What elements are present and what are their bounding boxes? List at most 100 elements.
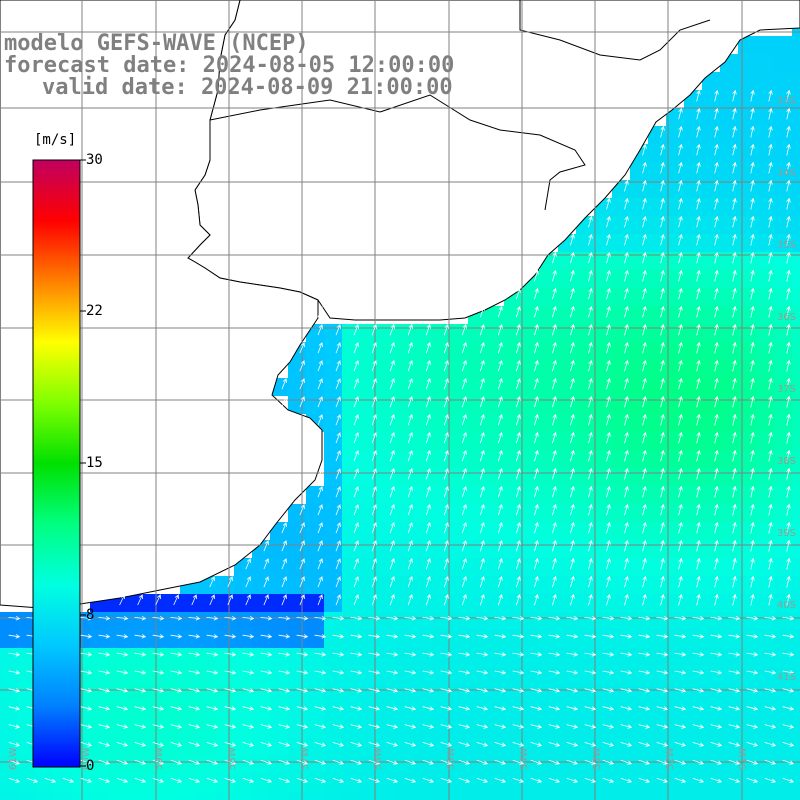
wind-arrow xyxy=(317,576,323,588)
wind-cell xyxy=(666,414,684,432)
wind-arrow xyxy=(588,251,593,264)
wind-arrow xyxy=(570,413,575,426)
wind-cell xyxy=(486,666,504,684)
wind-arrow xyxy=(134,742,147,747)
wind-cell xyxy=(756,216,774,234)
wind-arrow xyxy=(714,89,719,102)
wind-arrow xyxy=(786,161,791,174)
wind-arrow xyxy=(497,378,503,390)
wind-arrow xyxy=(461,414,467,426)
wind-arrow xyxy=(588,557,593,570)
wind-arrow xyxy=(606,269,611,282)
wind-cell xyxy=(720,270,738,288)
wind-arrow xyxy=(476,634,489,639)
wind-cell xyxy=(666,144,684,162)
wind-arrow xyxy=(696,179,701,192)
wind-cell xyxy=(324,342,342,360)
wind-cell xyxy=(792,468,800,486)
wind-cell xyxy=(18,720,36,738)
wind-arrow xyxy=(764,688,777,693)
wind-cell xyxy=(612,756,630,774)
wind-arrow xyxy=(750,539,755,552)
wind-cell xyxy=(540,648,558,666)
wind-arrow xyxy=(714,575,719,588)
wind-cell xyxy=(468,684,486,702)
wind-arrow xyxy=(8,724,21,729)
wind-cell xyxy=(702,630,720,648)
wind-cell xyxy=(666,468,684,486)
wind-cell xyxy=(144,702,162,720)
wind-arrow xyxy=(678,521,683,534)
wind-cell xyxy=(594,450,612,468)
wind-cell xyxy=(378,450,396,468)
wind-cell xyxy=(486,342,504,360)
wind-cell xyxy=(576,648,594,666)
wind-arrow xyxy=(678,449,683,462)
wind-cell xyxy=(324,792,342,800)
wind-cell xyxy=(450,594,468,612)
wind-arrow xyxy=(624,575,629,588)
wind-arrow xyxy=(386,670,399,675)
wind-arrow xyxy=(534,395,539,408)
wind-cell xyxy=(288,792,306,800)
wind-cell xyxy=(666,684,684,702)
wind-arrow xyxy=(660,269,665,282)
wind-arrow xyxy=(245,576,251,588)
wind-arrow xyxy=(624,395,629,408)
wind-cell xyxy=(396,612,414,630)
wind-arrow xyxy=(512,688,525,693)
wind-arrow xyxy=(602,742,615,747)
wind-arrow xyxy=(660,233,665,246)
wind-cell xyxy=(720,468,738,486)
wind-arrow xyxy=(588,449,593,462)
wind-arrow xyxy=(606,485,611,498)
wind-cell xyxy=(252,702,270,720)
wind-cell xyxy=(540,666,558,684)
wind-arrow xyxy=(116,724,129,729)
wind-cell xyxy=(522,342,540,360)
wind-cell xyxy=(108,792,126,800)
wind-arrow xyxy=(425,486,431,498)
wind-cell xyxy=(648,468,666,486)
wind-arrow xyxy=(678,251,683,264)
wind-cell xyxy=(360,450,378,468)
wind-cell xyxy=(540,450,558,468)
wind-arrow xyxy=(188,615,201,621)
wind-cell xyxy=(684,522,702,540)
wind-cell xyxy=(612,630,630,648)
wind-cell xyxy=(450,486,468,504)
wind-arrow xyxy=(678,107,683,120)
wind-cell xyxy=(324,360,342,378)
wind-cell xyxy=(450,432,468,450)
wind-arrow xyxy=(296,724,309,729)
wind-cell xyxy=(324,648,342,666)
wind-arrow xyxy=(588,269,593,282)
wind-arrow xyxy=(642,179,647,192)
wind-arrow xyxy=(588,377,593,390)
wind-cell xyxy=(522,306,540,324)
wind-cell xyxy=(720,72,738,90)
wind-cell xyxy=(756,144,774,162)
wind-arrow xyxy=(407,324,413,336)
wind-cell xyxy=(702,558,720,576)
wind-arrow xyxy=(242,777,254,783)
wind-arrow xyxy=(8,706,21,711)
wind-arrow xyxy=(299,540,305,552)
wind-arrow xyxy=(461,594,467,606)
wind-cell xyxy=(648,288,666,306)
wind-cell xyxy=(396,378,414,396)
wind-cell xyxy=(702,756,720,774)
wind-cell xyxy=(414,792,432,800)
wind-arrow xyxy=(26,777,38,783)
wind-cell xyxy=(450,774,468,792)
wind-arrow xyxy=(371,324,377,336)
wind-arrow xyxy=(206,634,219,639)
wind-cell xyxy=(216,702,234,720)
wind-arrow xyxy=(786,413,791,426)
wind-arrow xyxy=(642,251,647,264)
wind-arrow xyxy=(732,395,737,408)
wind-arrow xyxy=(44,777,56,783)
wind-cell xyxy=(738,558,756,576)
wind-cell xyxy=(234,684,252,702)
wind-cell xyxy=(522,378,540,396)
